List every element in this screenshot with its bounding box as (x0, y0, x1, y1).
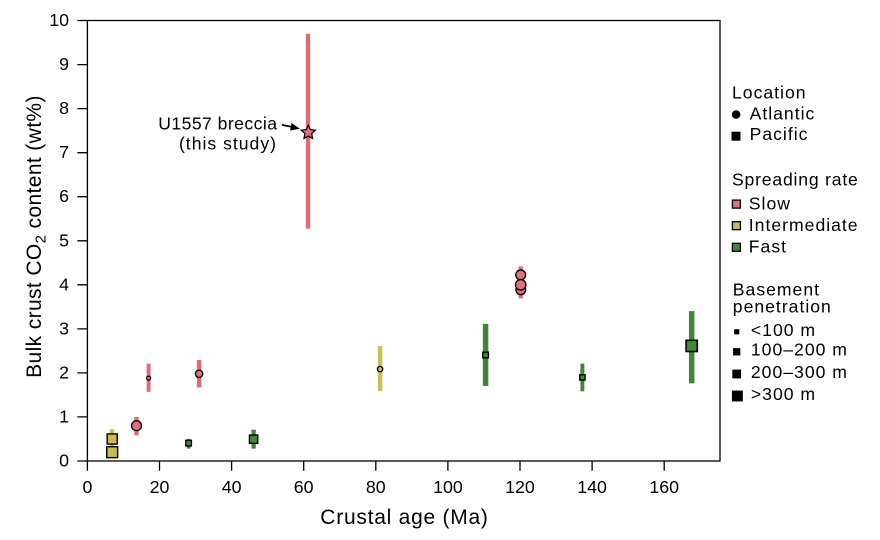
svg-text:Atlantic: Atlantic (750, 104, 816, 124)
svg-text:8: 8 (59, 98, 69, 118)
svg-text:Basement: Basement (733, 280, 820, 300)
svg-text:Crustal age (Ma): Crustal age (Ma) (320, 506, 488, 529)
svg-text:1: 1 (59, 406, 69, 426)
svg-text:2: 2 (59, 362, 69, 382)
svg-text:penetration: penetration (733, 297, 832, 317)
svg-text:140: 140 (577, 477, 607, 497)
svg-text:(this study): (this study) (179, 134, 277, 154)
svg-text:Intermediate: Intermediate (749, 215, 859, 235)
svg-text:80: 80 (366, 477, 386, 497)
svg-text:Bulk crust CO2 content (wt%): Bulk crust CO2 content (wt%) (23, 95, 50, 378)
svg-text:100: 100 (433, 477, 463, 497)
svg-text:200–300 m: 200–300 m (751, 362, 848, 382)
svg-text:U1557 breccia: U1557 breccia (158, 113, 277, 133)
svg-text:20: 20 (150, 477, 170, 497)
svg-text:0: 0 (82, 477, 92, 497)
svg-text:60: 60 (294, 477, 314, 497)
svg-text:9: 9 (59, 54, 69, 74)
svg-text:10: 10 (49, 10, 69, 30)
svg-text:Fast: Fast (749, 237, 787, 257)
svg-text:Location: Location (732, 83, 807, 103)
svg-text:160: 160 (649, 477, 679, 497)
svg-text:<100 m: <100 m (751, 320, 816, 340)
svg-text:4: 4 (59, 274, 69, 294)
svg-text:>300 m: >300 m (751, 384, 816, 404)
svg-text:0: 0 (59, 451, 69, 471)
svg-text:6: 6 (59, 186, 69, 206)
svg-text:Slow: Slow (749, 194, 791, 214)
svg-text:5: 5 (59, 230, 69, 250)
svg-text:120: 120 (505, 477, 535, 497)
svg-text:100–200 m: 100–200 m (751, 340, 848, 360)
svg-text:Spreading rate: Spreading rate (732, 169, 859, 189)
svg-text:Pacific: Pacific (750, 124, 809, 144)
svg-text:3: 3 (59, 318, 69, 338)
svg-text:40: 40 (222, 477, 242, 497)
svg-text:7: 7 (59, 142, 69, 162)
